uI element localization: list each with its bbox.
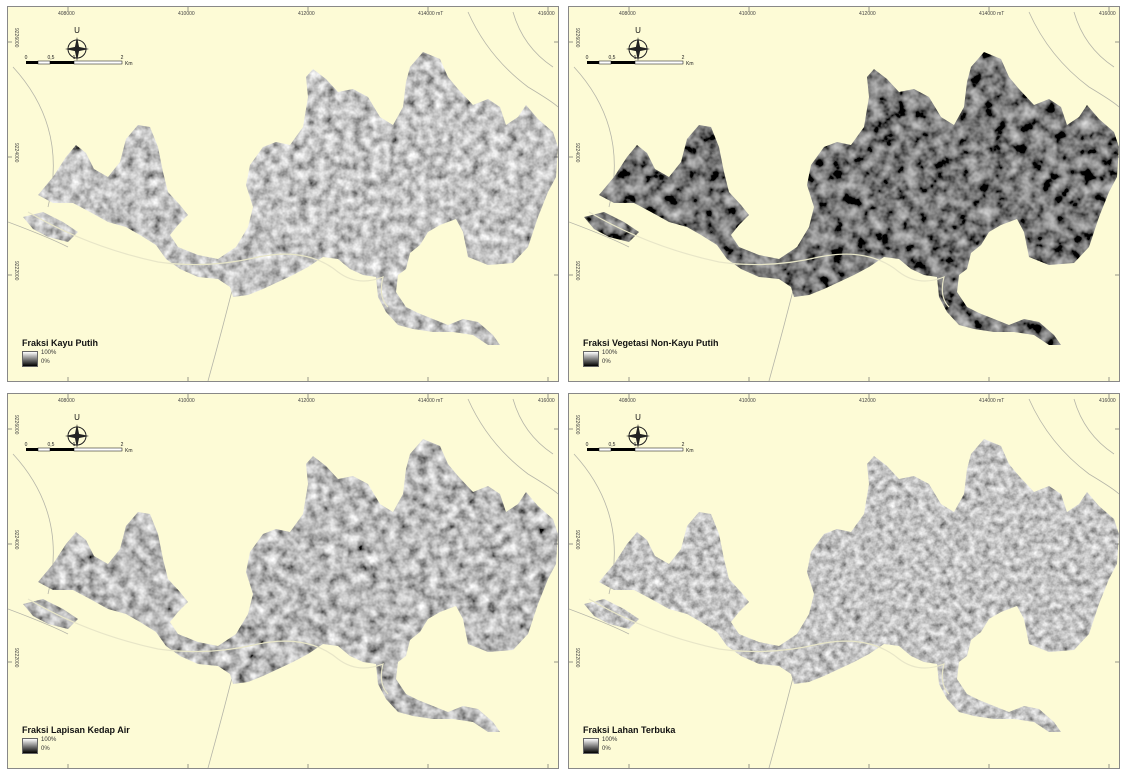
grid-label-y: 9224000 [13, 530, 19, 550]
legend-min-label: 0% [602, 359, 611, 365]
grid-label-y: 9222000 [574, 648, 580, 668]
grid-label-x: 410000 [178, 398, 195, 404]
svg-text:2: 2 [121, 442, 124, 448]
grid-label-x: 416000 [538, 398, 555, 404]
grid-label-x: 416000 [538, 11, 555, 17]
north-arrow-icon: U [60, 412, 94, 450]
grid-label-x: 412000 [859, 398, 876, 404]
grid-label-x: 414000 mT [979, 398, 1005, 404]
fraction-map [8, 394, 558, 768]
legend: Fraksi Lapisan Kedap Air 100% 0% [22, 725, 130, 754]
grid-label-x: 410000 [739, 11, 756, 17]
north-label: U [635, 413, 641, 422]
grid-label-x: 408000 [58, 398, 75, 404]
grid-label-x: 408000 [619, 11, 636, 17]
fraction-map [569, 394, 1119, 768]
svg-text:Km: Km [686, 61, 694, 67]
grid-label-x: 412000 [859, 11, 876, 17]
svg-text:0: 0 [586, 55, 589, 61]
svg-text:Km: Km [125, 61, 133, 67]
grid-label-y: 9224000 [13, 143, 19, 163]
legend: Fraksi Kayu Putih 100% 0% [22, 338, 98, 367]
legend-min-label: 0% [41, 746, 50, 752]
legend-min-label: 0% [41, 359, 50, 365]
map-panel-kayu-putih: U 0 0,5 1 2 Km Fraksi Kayu Putih 100% 0% 408000 41… [7, 6, 559, 382]
legend-color-ramp [583, 738, 599, 754]
legend: Fraksi Lahan Terbuka 100% 0% [583, 725, 675, 754]
north-label: U [74, 26, 80, 35]
grid-label-x: 408000 [58, 11, 75, 17]
grid-label-x: 410000 [178, 11, 195, 17]
grid-label-x: 414000 mT [418, 11, 444, 17]
map-panel-vegetasi-non-kayu-putih: U 0 0,5 1 2 Km Fraksi Vegetasi Non-Kayu Putih 1… [568, 6, 1120, 382]
svg-text:0,5: 0,5 [609, 55, 616, 61]
legend-title: Fraksi Lahan Terbuka [583, 725, 676, 735]
svg-text:0,5: 0,5 [609, 442, 616, 448]
svg-text:1: 1 [73, 442, 76, 448]
north-arrow-icon: U [621, 412, 655, 450]
river-line [27, 598, 389, 695]
north-label: U [74, 413, 80, 422]
svg-text:1: 1 [634, 442, 637, 448]
river-line [588, 211, 950, 308]
grid-label-y: 9224000 [574, 143, 580, 163]
scale-bar: 0 0,5 1 2 Km [14, 51, 144, 81]
svg-text:0: 0 [25, 55, 28, 61]
legend-min-label: 0% [602, 746, 611, 752]
fraction-map [569, 7, 1119, 381]
grid-label-y: 9226000 [574, 415, 580, 435]
legend-title: Fraksi Lapisan Kedap Air [22, 725, 130, 735]
river-line [27, 211, 389, 308]
grid-label-y: 9226000 [13, 28, 19, 48]
legend-color-ramp [22, 351, 38, 367]
svg-text:2: 2 [121, 55, 124, 61]
svg-text:0,5: 0,5 [48, 442, 55, 448]
legend-max-label: 100% [41, 737, 57, 743]
north-label: U [635, 26, 641, 35]
svg-text:Km: Km [686, 448, 694, 454]
grid-label-x: 412000 [298, 11, 315, 17]
svg-text:1: 1 [73, 55, 76, 61]
svg-text:0,5: 0,5 [48, 55, 55, 61]
scale-bar: 0 0,5 1 2 Km [575, 51, 705, 81]
grid-label-x: 416000 [1099, 398, 1116, 404]
svg-text:0: 0 [586, 442, 589, 448]
grid-label-x: 414000 mT [418, 398, 444, 404]
grid-label-x: 416000 [1099, 11, 1116, 17]
grid-label-x: 414000 mT [979, 11, 1005, 17]
legend: Fraksi Vegetasi Non-Kayu Putih 100% 0% [583, 338, 719, 367]
legend-title: Fraksi Kayu Putih [22, 338, 99, 348]
scale-bar: 0 0,5 1 2 Km [14, 438, 144, 468]
legend-title: Fraksi Vegetasi Non-Kayu Putih [583, 338, 719, 348]
grid-label-y: 9226000 [13, 415, 19, 435]
legend-max-label: 100% [602, 350, 618, 356]
fraction-map [8, 7, 558, 381]
north-arrow-icon: U [621, 25, 655, 63]
svg-text:2: 2 [682, 442, 685, 448]
grid-label-y: 9222000 [13, 261, 19, 281]
river-line [588, 598, 950, 695]
grid-label-x: 408000 [619, 398, 636, 404]
map-panel-lapisan-kedap-air: U 0 0,5 1 2 Km Fraksi Lapisan Kedap Air 100% 0% 4… [7, 393, 559, 769]
scale-bar: 0 0,5 1 2 Km [575, 438, 705, 468]
grid-label-x: 410000 [739, 398, 756, 404]
grid-label-y: 9222000 [13, 648, 19, 668]
legend-color-ramp [583, 351, 599, 367]
north-arrow-icon: U [60, 25, 94, 63]
legend-color-ramp [22, 738, 38, 754]
grid-label-y: 9224000 [574, 530, 580, 550]
svg-text:1: 1 [634, 55, 637, 61]
legend-max-label: 100% [602, 737, 618, 743]
svg-text:0: 0 [25, 442, 28, 448]
grid-label-x: 412000 [298, 398, 315, 404]
svg-text:Km: Km [125, 448, 133, 454]
svg-text:2: 2 [682, 55, 685, 61]
legend-max-label: 100% [41, 350, 57, 356]
grid-label-y: 9226000 [574, 28, 580, 48]
grid-label-y: 9222000 [574, 261, 580, 281]
map-panel-lahan-terbuka: U 0 0,5 1 2 Km Fraksi Lahan Terbuka 100% 0% 40800… [568, 393, 1120, 769]
